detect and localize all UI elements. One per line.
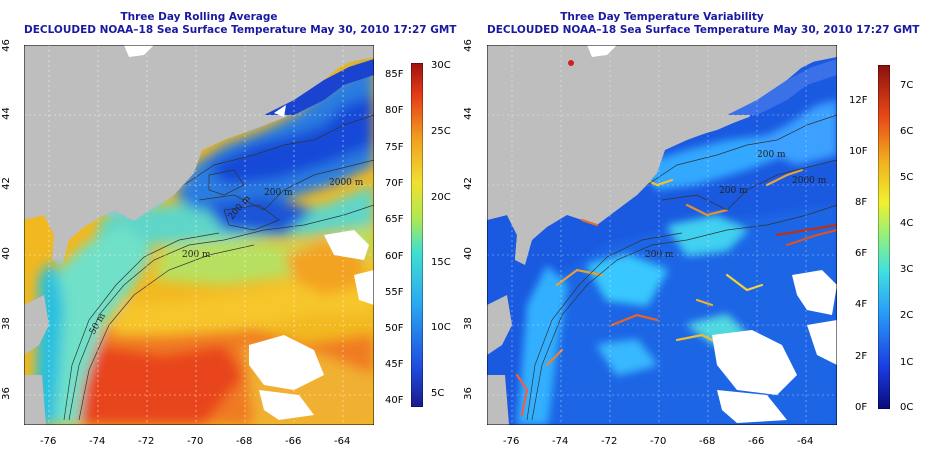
left-land-newengland: [24, 45, 374, 260]
right-cb-c-label: 1C: [900, 357, 914, 368]
right-lat-tick: 46: [462, 39, 474, 52]
right-cb-f-label: 10F: [849, 146, 868, 157]
right-lon-tick: -68: [699, 436, 716, 447]
right-contour-label: 2000 m: [792, 176, 827, 186]
right-cb-c-label: 5C: [900, 172, 914, 183]
left-lon-tick: -64: [334, 436, 351, 447]
left-title-line1: Three Day Rolling Average: [120, 11, 278, 23]
left-cb-f-label: 65F: [385, 214, 404, 225]
right-cb-c-label: 6C: [900, 126, 914, 137]
left-cb-f-label: 85F: [385, 69, 404, 80]
left-lat-tick: 40: [0, 247, 12, 260]
left-cb-c-label: 5C: [431, 388, 445, 399]
left-cb-c-label: 10C: [431, 322, 451, 333]
left-lat-tick: 42: [0, 177, 12, 190]
right-cb-f-label: 6F: [855, 248, 868, 259]
right-lat-tick: 40: [462, 247, 474, 260]
left-lon-tick: -68: [236, 436, 253, 447]
right-lat-tick: 36: [462, 387, 474, 400]
right-cb-c-label: 4C: [900, 218, 914, 229]
left-cb-f-label: 55F: [385, 287, 404, 298]
left-cb-f-label: 45F: [385, 359, 404, 370]
right-cb-f-label: 2F: [855, 351, 868, 362]
left-lat-tick: 44: [0, 107, 12, 120]
left-cb-f-label: 60F: [385, 251, 404, 262]
right-cb-c-label: 0C: [900, 402, 914, 413]
left-sst-map: 200 m 50 m 200 m 2000 m 200 m: [24, 45, 374, 425]
right-lat-tick: 42: [462, 177, 474, 190]
right-lon-tick: -76: [503, 436, 520, 447]
left-cb-f-label: 40F: [385, 395, 404, 406]
right-contour-label: 200 m: [645, 250, 674, 260]
right-cb-f-label: 8F: [855, 197, 868, 208]
left-lon-tick: -66: [285, 436, 302, 447]
right-cb-c-label: 3C: [900, 264, 914, 275]
left-lon-tick: -76: [40, 436, 57, 447]
right-contour-label: 200 m: [757, 150, 786, 160]
right-title-line2: DECLOUDED NOAA–18 Sea Surface Temperatur…: [487, 24, 920, 36]
left-title-line2: DECLOUDED NOAA–18 Sea Surface Temperatur…: [24, 24, 457, 36]
left-lat-tick: 46: [0, 39, 12, 52]
right-lon-tick: -66: [748, 436, 765, 447]
right-lon-tick: -74: [552, 436, 569, 447]
right-cb-c-label: 7C: [900, 80, 914, 91]
left-land-novascotia: [239, 45, 374, 115]
right-cb-f-label: 12F: [849, 95, 868, 106]
right-lat-tick: 38: [462, 317, 474, 330]
left-lon-tick: -74: [89, 436, 106, 447]
right-cb-c-label: 2C: [900, 310, 914, 321]
left-cb-f-label: 70F: [385, 178, 404, 189]
left-cb-f-label: 50F: [385, 323, 404, 334]
left-cb-c-label: 20C: [431, 192, 451, 203]
right-title-line1: Three Day Temperature Variability: [560, 11, 764, 23]
left-contour-label: 200 m: [182, 250, 211, 260]
left-lat-tick: 38: [0, 317, 12, 330]
left-cb-f-label: 75F: [385, 142, 404, 153]
left-colorbar: [411, 63, 423, 407]
right-land-newengland: [487, 45, 837, 260]
left-contour-label: 200 m: [264, 188, 293, 198]
left-contour-label: 2000 m: [329, 178, 364, 188]
left-cb-c-label: 15C: [431, 257, 451, 268]
right-lon-tick: -72: [601, 436, 618, 447]
left-lon-tick: -70: [187, 436, 204, 447]
right-variability-map: 200 m 200 m 2000 m 200 m: [487, 45, 837, 425]
right-lat-tick: 44: [462, 107, 474, 120]
right-cb-f-label: 0F: [855, 402, 868, 413]
left-lon-tick: -72: [138, 436, 155, 447]
left-lat-tick: 36: [0, 387, 12, 400]
right-contour-label: 200 m: [719, 186, 748, 196]
right-lon-tick: -64: [797, 436, 814, 447]
right-cb-f-label: 4F: [855, 299, 868, 310]
left-cb-f-label: 80F: [385, 105, 404, 116]
left-cb-c-label: 25C: [431, 126, 451, 137]
left-cb-c-label: 30C: [431, 60, 451, 71]
right-lon-tick: -70: [650, 436, 667, 447]
right-colorbar: [878, 65, 890, 409]
